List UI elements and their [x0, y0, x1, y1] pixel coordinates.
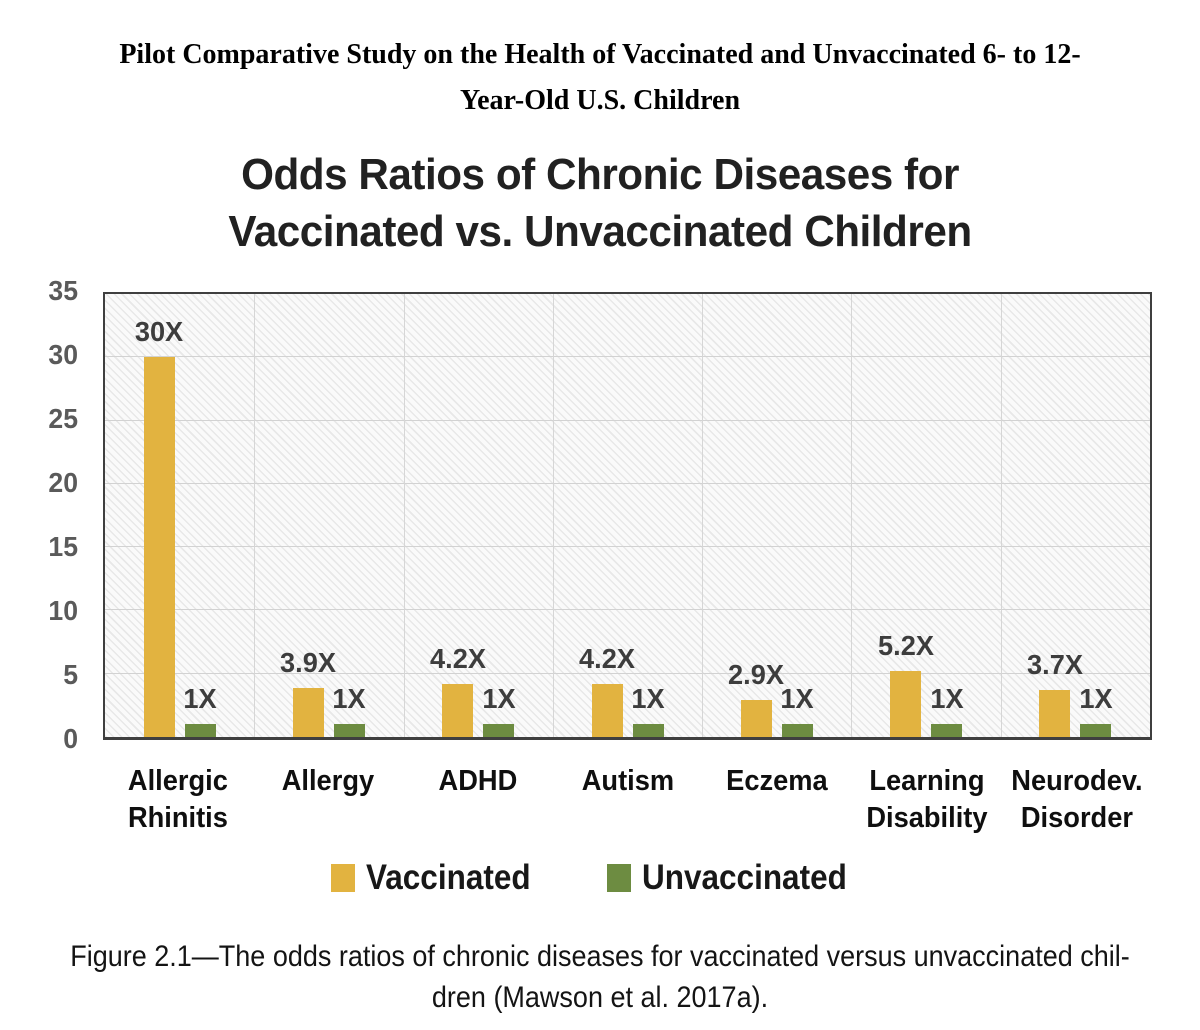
bar-value-label: 1X	[929, 683, 964, 715]
category-label-eczema: Eczema	[702, 763, 852, 837]
category-label-line: Learning	[869, 765, 985, 797]
category-label-line: Disability	[866, 802, 988, 834]
bar-vaccinated-5	[890, 671, 922, 737]
document-title: Pilot Comparative Study on the Health of…	[0, 32, 1200, 124]
y-tick-label: 25	[48, 403, 78, 434]
y-tick-label: 20	[48, 467, 78, 498]
bar-value-label: 5.2X	[877, 630, 934, 662]
category-label-line: Neurodev.	[1011, 765, 1143, 797]
horizontal-gridline	[105, 482, 1150, 484]
category-label-allergy: Allergy	[253, 763, 403, 837]
category-label-line: Allergy	[281, 765, 375, 797]
horizontal-gridline	[105, 356, 1150, 358]
x-axis-category-labels: Allergic Rhinitis Allergy ADHD Autism Eczema L…	[103, 763, 1152, 837]
y-tick-label: 35	[48, 275, 78, 306]
bar-vaccinated-1	[292, 687, 324, 737]
legend-item-vaccinated: Vaccinated	[330, 858, 549, 898]
plot-area: 30X 3.9X 4.2X 4.2X 2.9X 5.2X 3.7X 1X 1X 1X 1X 1X 1X 1…	[103, 292, 1152, 740]
y-tick-label: 15	[48, 531, 78, 562]
chart-title-line: Vaccinated vs. Unvaccinated Children	[228, 207, 972, 256]
horizontal-gridline	[105, 419, 1150, 421]
y-axis-tick-labels: 0 5 10 15 20 25 30 35	[0, 275, 84, 754]
horizontal-gridline	[105, 546, 1150, 548]
category-label-autism: Autism	[553, 763, 703, 837]
legend-item-unvaccinated: Unvaccinated	[606, 858, 870, 898]
bar-unvaccinated-1	[333, 724, 365, 737]
vertical-gridline	[552, 294, 554, 737]
y-tick-label: 0	[63, 723, 78, 754]
document-title-line: Pilot Comparative Study on the Health of…	[119, 39, 1081, 70]
figure-caption-line: Figure 2.1—The odds ratios of chronic di…	[70, 940, 1130, 973]
y-tick-label: 10	[48, 595, 78, 626]
figure-caption: Figure 2.1—The odds ratios of chronic di…	[60, 936, 1140, 1018]
bar-value-label: 1X	[780, 683, 814, 715]
bar-vaccinated-4	[740, 700, 772, 737]
category-label-line: Disorder	[1021, 802, 1134, 834]
category-label-learning-disability: Learning Disability	[852, 763, 1002, 837]
bar-value-label: 1X	[482, 683, 516, 715]
legend-swatch-vaccinated	[330, 864, 355, 892]
y-tick-label: 30	[48, 339, 78, 370]
bar-value-label: 1X	[183, 683, 217, 715]
vertical-gridline	[403, 294, 405, 737]
y-tick-label: 5	[63, 659, 78, 690]
legend-label: Vaccinated	[365, 858, 531, 897]
document-title-line: Year-Old U.S. Children	[459, 85, 741, 116]
category-label-allergic-rhinitis: Allergic Rhinitis	[103, 763, 253, 837]
category-label-line: Rhinitis	[127, 802, 228, 834]
bar-unvaccinated-3	[632, 724, 664, 737]
category-label-line: Autism	[581, 765, 674, 797]
chart-title-line: Odds Ratios of Chronic Diseases for	[241, 150, 959, 199]
chart-legend: Vaccinated Unvaccinated	[0, 858, 1200, 898]
bar-unvaccinated-5	[931, 724, 963, 737]
horizontal-gridline	[105, 609, 1150, 611]
bar-value-label: 3.7X	[1026, 649, 1083, 681]
bar-value-label: 4.2X	[579, 642, 635, 674]
vertical-gridline	[1000, 294, 1002, 737]
vertical-gridline	[851, 294, 853, 737]
category-label-neurodev-disorder: Neurodev. Disorder	[1002, 763, 1152, 837]
bar-vaccinated-3	[591, 683, 623, 737]
chart-title: Odds Ratios of Chronic Diseases for Vacc…	[24, 146, 1176, 260]
bar-unvaccinated-0	[184, 724, 216, 737]
bar-value-label: 1X	[332, 683, 367, 715]
legend-swatch-unvaccinated	[606, 864, 631, 892]
category-label-adhd: ADHD	[403, 763, 553, 837]
bar-value-label: 4.2X	[429, 642, 486, 674]
category-label-line: ADHD	[438, 765, 518, 797]
legend-label: Unvaccinated	[641, 858, 847, 897]
horizontal-gridline	[105, 672, 1150, 674]
bar-vaccinated-6	[1039, 690, 1071, 737]
bar-vaccinated-2	[442, 683, 474, 737]
category-label-line: Eczema	[726, 765, 829, 797]
bar-value-label: 1X	[1079, 683, 1113, 715]
bar-unvaccinated-4	[781, 724, 813, 737]
bar-value-label: 30X	[134, 316, 184, 348]
bar-unvaccinated-6	[1080, 724, 1112, 737]
vertical-gridline	[254, 294, 256, 737]
bar-value-label: 3.9X	[280, 646, 337, 678]
bar-value-label: 1X	[631, 683, 665, 715]
vertical-gridline	[702, 294, 704, 737]
figure-caption-line: dren (Mawson et al. 2017a).	[431, 981, 769, 1014]
bar-unvaccinated-2	[483, 724, 515, 737]
bar-vaccinated-0	[143, 357, 175, 737]
bar-value-label: 2.9X	[728, 659, 785, 691]
category-label-line: Allergic	[127, 765, 228, 797]
